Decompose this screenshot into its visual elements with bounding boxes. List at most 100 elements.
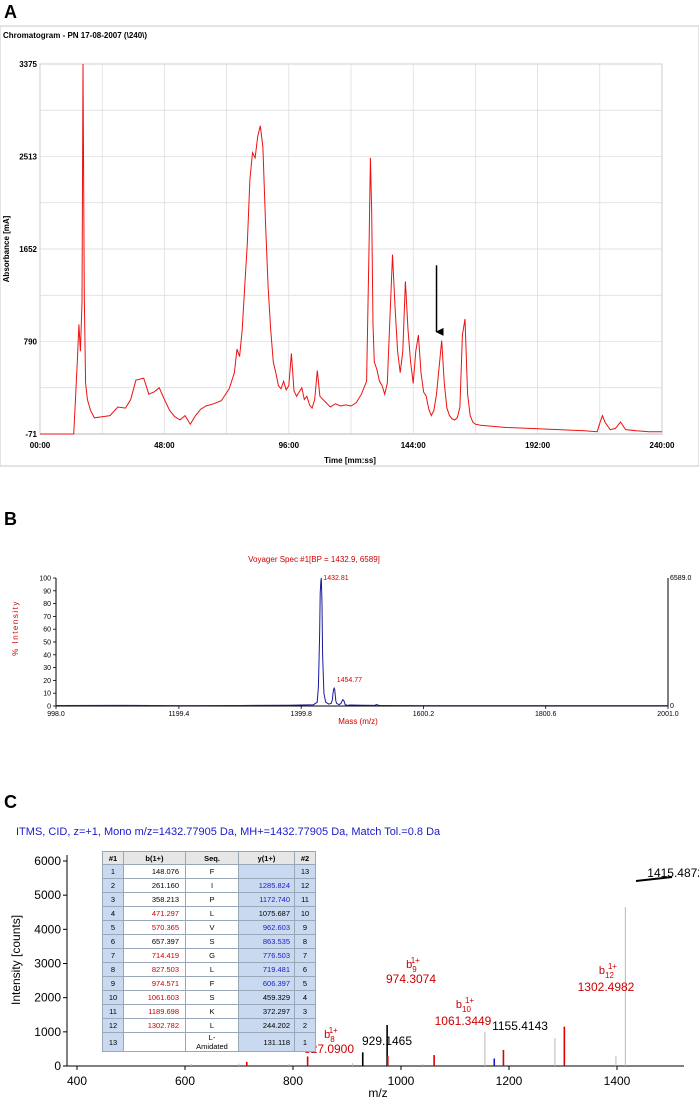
x-tick-label: 998.0 [47, 711, 65, 718]
cell-y-ion: 1075.687 [238, 906, 295, 921]
chromatogram-trace [40, 63, 662, 435]
cell-residue-text: K [209, 1007, 215, 1016]
msms-peaks [190, 907, 626, 1066]
cell-b-ion-text: 570.365 [151, 923, 179, 932]
cell-index-n1: 6 [102, 934, 124, 949]
cell-y-ion: 244.202 [238, 1018, 295, 1033]
cell-index-n1-text: 13 [108, 1037, 118, 1047]
chromatogram-x-label: Time [mm:ss] [324, 456, 376, 465]
maldi-right-axis-max: 6589.0 [670, 575, 692, 582]
cell-index-n1-text: 12 [108, 1021, 118, 1030]
ion-annotation: b81+ [324, 1026, 338, 1044]
cell-b-ion-text: 1189.698 [148, 1007, 179, 1016]
peak-label: 1454.77 [337, 677, 362, 684]
chromatogram-title: Chromatogram - PN 17-08-2007 (\240\) [3, 31, 147, 40]
cell-index-n2-text: 6 [302, 965, 308, 974]
cell-y-ion: 606.397 [238, 976, 295, 991]
cell-residue: G [185, 948, 239, 963]
cell-residue-text: L [209, 909, 215, 918]
x-tick-label: 48:00 [154, 441, 175, 450]
cell-b-ion: 570.365 [123, 920, 186, 935]
cell-b-ion-text: 261.160 [151, 881, 179, 890]
y-tick-label: 2000 [34, 991, 61, 1005]
table-row: 9 974.571 F 606.397 5 [102, 976, 316, 991]
cell-index-n1-text: 3 [110, 895, 116, 904]
x-tick-label: 1800.6 [535, 711, 557, 718]
cell-index-n2: 4 [294, 990, 316, 1005]
msms-x-ticks: 400 600 800 1000 1200 1400 [67, 1066, 631, 1088]
y-tick-label: 20 [43, 678, 51, 685]
x-tick-label: 96:00 [279, 441, 300, 450]
chromatogram-x-ticks: 00:00 48:00 96:00 144:00 192:00 240:00 [30, 441, 675, 450]
table-row: 6 657.397 S 863.535 8 [102, 934, 316, 949]
maldi-y-ticks: 0 10 20 30 40 50 60 70 80 90 100 [39, 576, 56, 711]
cell-residue-text: V [209, 923, 215, 932]
cell-index-n1-text: 2 [110, 881, 116, 890]
cell-residue: L- Amidated [185, 1032, 239, 1052]
cell-residue-text: L [209, 965, 215, 974]
cell-index-n2: 5 [294, 976, 316, 991]
maldi-peak-labels: 1432.81 1454.77 [323, 575, 362, 684]
cell-index-n1: 12 [102, 1018, 124, 1033]
cell-b-ion [123, 1032, 186, 1052]
y-tick-label: 4000 [34, 922, 61, 936]
cell-b-ion: 1302.782 [123, 1018, 186, 1033]
col-header-y: y(1+) [238, 851, 295, 865]
msms-title: ITMS, CID, z=+1, Mono m/z=1432.77905 Da,… [16, 826, 441, 838]
cell-y-ion [238, 864, 295, 879]
cell-b-ion: 714.419 [123, 948, 186, 963]
peak-mz-label: 974.3074 [386, 972, 436, 986]
cell-b-ion-text: 148.076 [151, 867, 179, 876]
cell-residue: V [185, 920, 239, 935]
maldi-spectrum-panel: Voyager Spec #1[BP = 1432.9, 6589] 0 10 20… [11, 555, 692, 726]
peak-label: 1432.81 [323, 575, 348, 582]
col-header-seq: Seq. [185, 851, 239, 865]
table-row: 2 261.160 I 1285.824 12 [102, 878, 316, 893]
table-row: 13 L- Amidated 131.118 1 [102, 1032, 316, 1052]
table-row: 1 148.076 F 13 [102, 864, 316, 879]
cell-b-ion-text: 714.419 [151, 951, 179, 960]
cell-b-ion-text: 657.397 [151, 937, 179, 946]
cell-index-n2-text: 11 [301, 895, 309, 904]
cell-residue-text: L [209, 1021, 215, 1030]
cell-residue-text: F [209, 867, 215, 876]
cell-residue-text: I [210, 881, 214, 890]
cell-index-n1-text: 9 [110, 979, 116, 988]
y-tick-label: 90 [43, 588, 51, 595]
cell-y-ion: 1172.740 [238, 892, 295, 907]
peak-mz-label: 1061.3449 [435, 1014, 492, 1028]
peak-mz-label: 929.1465 [362, 1034, 412, 1048]
maldi-title: Voyager Spec #1[BP = 1432.9, 6589] [248, 555, 380, 564]
x-tick-label: 400 [67, 1074, 87, 1088]
cell-index-n2-text: 1 [302, 1037, 308, 1047]
y-tick-label: 6000 [34, 854, 61, 868]
y-tick-label: 50 [43, 640, 51, 647]
cell-b-ion-text: 974.571 [151, 979, 179, 988]
cell-index-n1-text: 5 [110, 923, 116, 932]
y-tick-label: 5000 [34, 888, 61, 902]
x-tick-label: 00:00 [30, 441, 51, 450]
cell-b-ion: 471.297 [123, 906, 186, 921]
msms-y-label: Intensity [counts] [9, 915, 23, 1005]
cell-b-ion: 1189.698 [123, 1004, 186, 1019]
y-tick-label: 10 [43, 691, 51, 698]
y-tick-label: 80 [43, 601, 51, 608]
msms-y-ticks: 0 1000 2000 3000 4000 5000 6000 [34, 854, 67, 1073]
cell-y-ion-text: 776.503 [262, 951, 290, 960]
cell-index-n1: 7 [102, 948, 124, 963]
cell-index-n2-text: 7 [302, 951, 308, 960]
peak-mz-label: 1155.4143 [492, 1019, 548, 1033]
cell-index-n2-text: 12 [300, 881, 310, 890]
cell-b-ion: 358.213 [123, 892, 186, 907]
y-tick-label: 70 [43, 614, 51, 621]
y-tick-label: 1652 [19, 245, 37, 254]
msms-x-label: m/z [368, 1086, 387, 1100]
cell-index-n2: 2 [294, 1018, 316, 1033]
cell-index-n1: 8 [102, 962, 124, 977]
cell-y-ion: 459.329 [238, 990, 295, 1005]
cell-y-ion: 131.118 [238, 1032, 295, 1052]
cell-residue: S [185, 990, 239, 1005]
cell-b-ion-text: 1302.782 [147, 1021, 179, 1030]
table-row: 5 570.365 V 962.603 9 [102, 920, 316, 935]
